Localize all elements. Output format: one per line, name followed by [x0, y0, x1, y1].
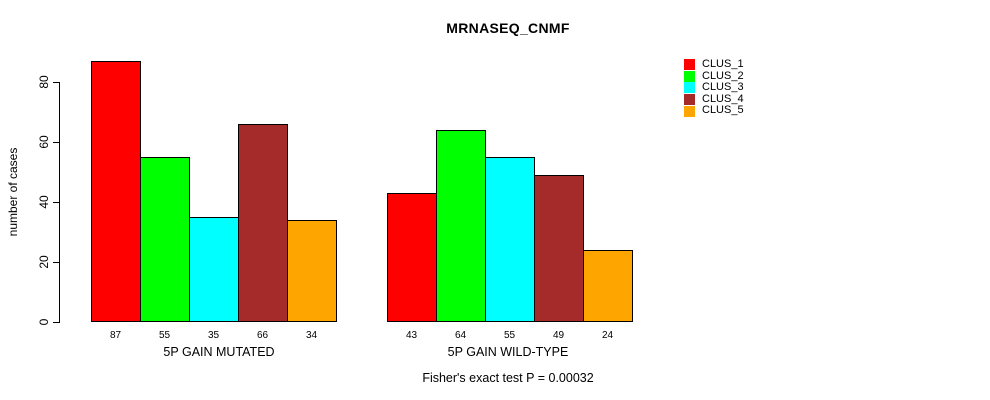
- legend: CLUS_1 CLUS_2 CLUS_3 CLUS_4 CLUS_5: [684, 58, 744, 117]
- y-axis-tick-label: 0: [37, 318, 51, 326]
- bar-value-label: 35: [207, 330, 220, 341]
- bar-value-label: 34: [305, 330, 318, 341]
- bar-value-label: 24: [601, 330, 614, 341]
- y-axis-tick-label: 20: [37, 255, 51, 269]
- legend-label: CLUS_3: [702, 81, 744, 94]
- legend-swatch-icon: [684, 94, 695, 106]
- y-axis-tick-label: 60: [37, 135, 51, 149]
- legend-swatch-icon: [684, 105, 695, 117]
- legend-label: CLUS_1: [702, 58, 744, 70]
- bar-clus_5-group2: [583, 250, 633, 322]
- bar-value-label: 55: [158, 330, 171, 341]
- y-axis-tick-label: 40: [37, 195, 51, 209]
- bar-clus_1-group2: [387, 193, 437, 322]
- bar-clus_2-group1: [140, 157, 190, 322]
- bar-value-label: 64: [454, 330, 467, 341]
- legend-label: CLUS_2: [702, 69, 744, 82]
- legend-item-clus_5: CLUS_5: [684, 105, 744, 117]
- fisher-test-footnote: Fisher's exact test P = 0.00032: [422, 371, 594, 385]
- bar-clus_4-group1: [238, 124, 288, 322]
- legend-item-clus_4: CLUS_4: [684, 92, 744, 106]
- legend-swatch-icon: [684, 82, 695, 94]
- bar-value-label: 49: [552, 330, 565, 341]
- x-axis-group-label-mutated: 5P GAIN MUTATED: [163, 345, 275, 359]
- y-axis-title: number of cases: [6, 147, 20, 237]
- y-axis-tick: [53, 142, 59, 143]
- y-axis-tick: [53, 322, 59, 323]
- bar-value-label: 66: [256, 330, 269, 341]
- bar-value-label: 43: [405, 330, 418, 341]
- bar-clus_2-group2: [436, 130, 486, 322]
- legend-swatch-icon: [684, 59, 695, 71]
- legend-label: CLUS_5: [702, 104, 744, 117]
- bar-clus_1-group1: [91, 61, 141, 322]
- bar-clus_4-group2: [534, 175, 584, 322]
- y-axis-tick: [53, 262, 59, 263]
- legend-label: CLUS_4: [702, 92, 744, 105]
- bar-clus_3-group1: [189, 217, 239, 322]
- x-axis-group-label-wild-type: 5P GAIN WILD-TYPE: [447, 345, 569, 359]
- y-axis-tick: [53, 82, 59, 83]
- bar-clus_5-group1: [287, 220, 337, 322]
- legend-swatch-icon: [684, 70, 695, 82]
- bar-clus_3-group2: [485, 157, 535, 322]
- bar-value-label: 87: [109, 330, 122, 341]
- chart-title: MRNASEQ_CNMF: [446, 20, 570, 36]
- y-axis-line: [59, 82, 60, 323]
- legend-item-clus_1: CLUS_1: [684, 58, 744, 71]
- y-axis-tick: [53, 202, 59, 203]
- legend-item-clus_3: CLUS_3: [684, 82, 744, 94]
- legend-item-clus_2: CLUS_2: [684, 69, 744, 83]
- bar-value-label: 55: [503, 330, 516, 341]
- y-axis-tick-label: 80: [37, 75, 51, 89]
